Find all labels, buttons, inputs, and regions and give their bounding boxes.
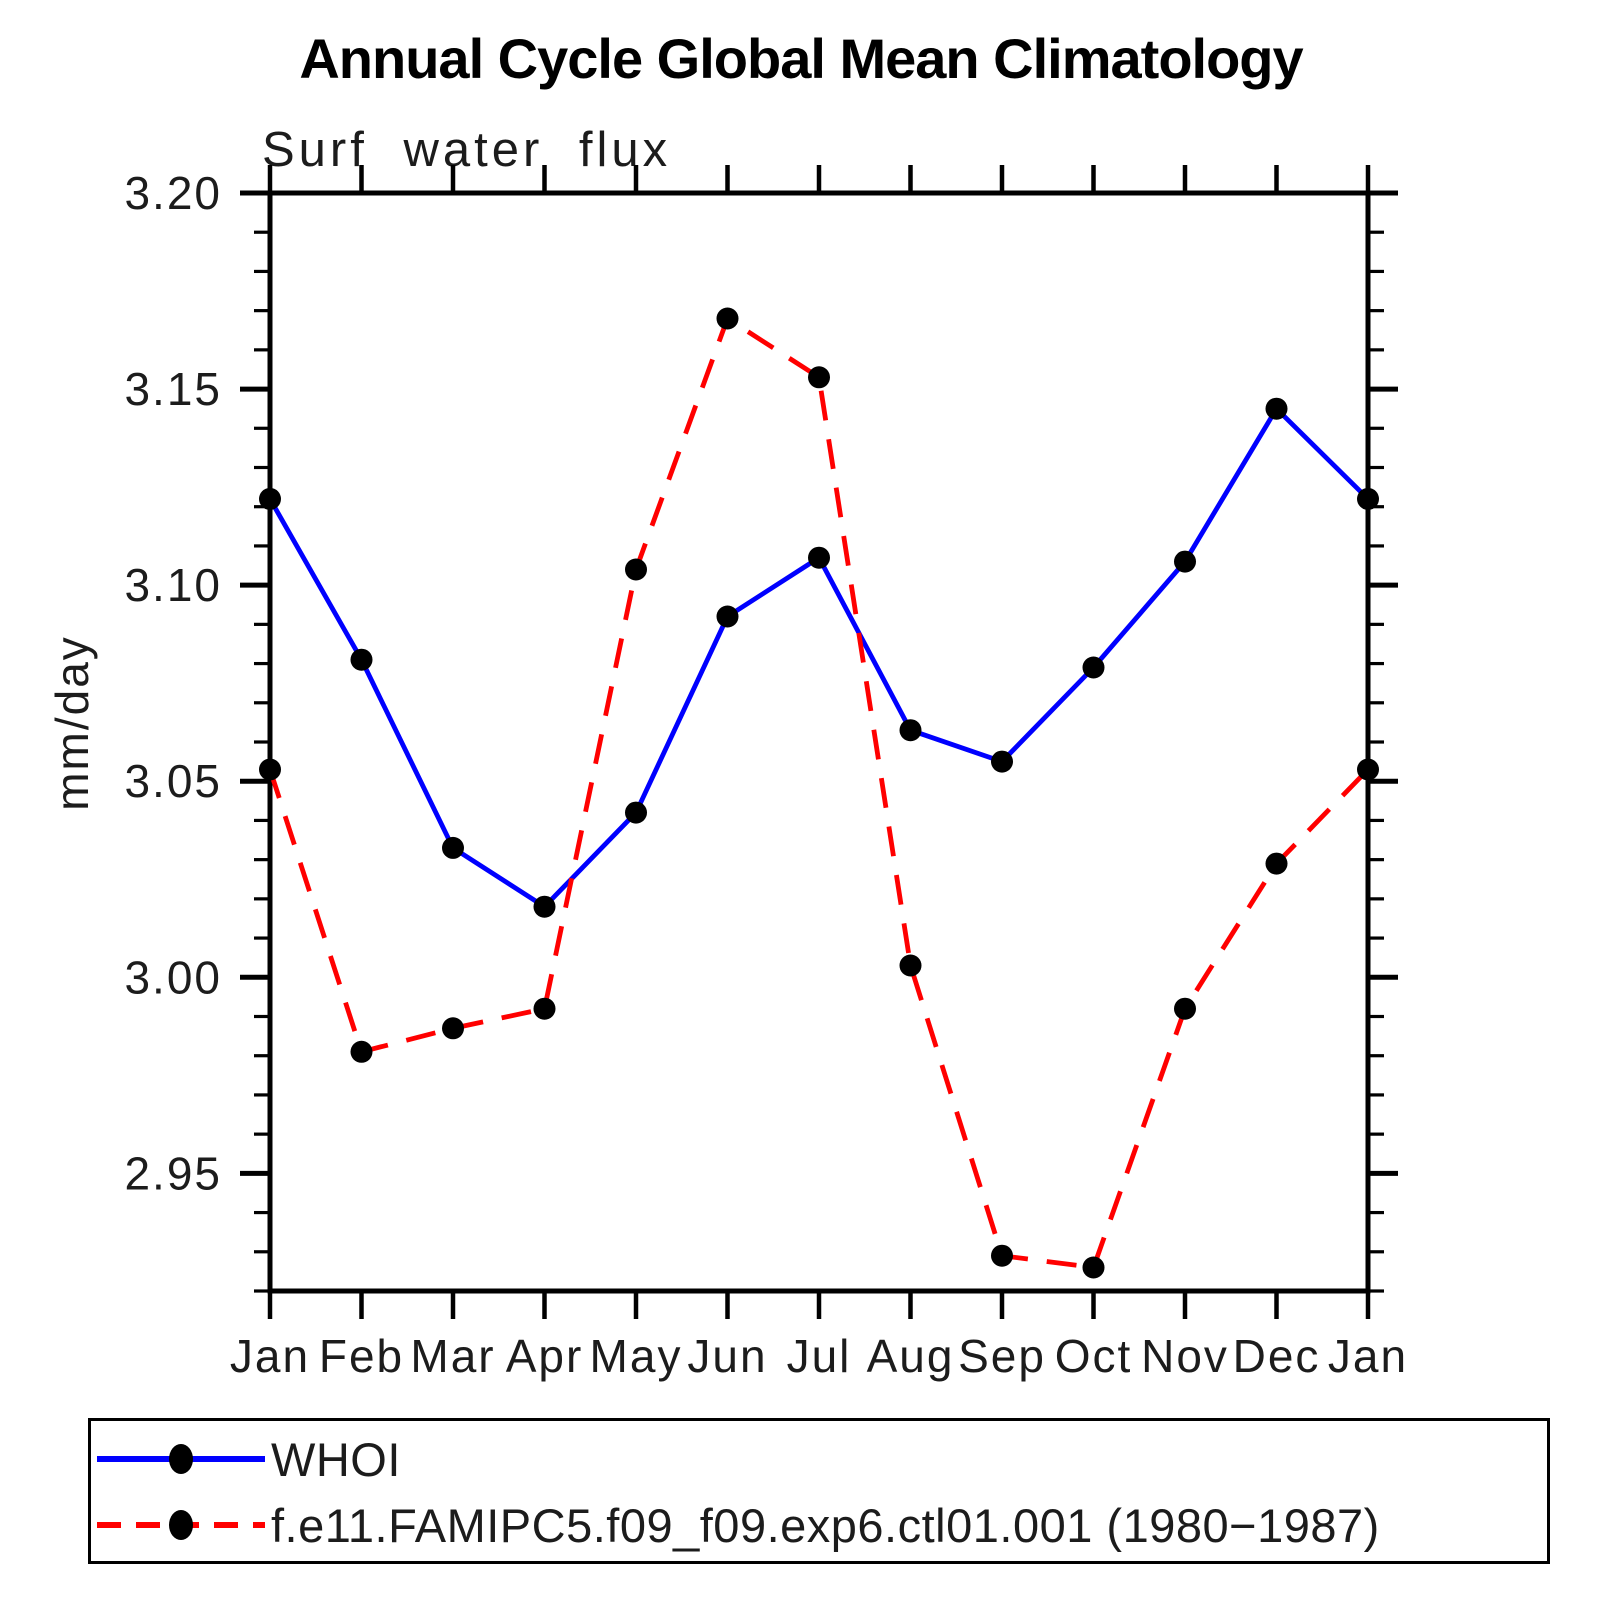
x-tick-label: Oct: [1055, 1330, 1133, 1382]
y-tick-label: 3.00: [124, 951, 222, 1003]
x-tick-label: Aug: [867, 1330, 955, 1382]
data-point-marker: [991, 1244, 1013, 1267]
data-point-marker: [716, 307, 739, 330]
x-tick-label: Jan: [1328, 1330, 1408, 1382]
data-point-marker: [899, 719, 922, 742]
data-point-marker: [808, 546, 830, 569]
series-line-0: [267, 406, 1370, 910]
data-point-marker: [350, 648, 373, 671]
legend-label-whoi: WHOI: [271, 1432, 401, 1486]
data-point-marker: [625, 558, 647, 581]
data-point-marker: [991, 750, 1013, 773]
x-tick-label: Feb: [319, 1330, 404, 1382]
x-tick-label: Jul: [787, 1330, 852, 1382]
x-tick-label: Apr: [506, 1330, 584, 1382]
x-tick-label: May: [590, 1330, 683, 1382]
series-layer: [259, 307, 1379, 1279]
axes-layer: Jan Feb Mar Apr May Jun Jul Aug Sep Oct Nov Dec Jan3…: [124, 165, 1408, 1382]
y-tick-label: 3.05: [124, 755, 222, 807]
chart-subtitle: Surf water flux: [262, 123, 672, 177]
x-tick-label: Jun: [687, 1330, 767, 1382]
y-tick-label: 2.95: [124, 1147, 222, 1199]
data-point-marker: [1174, 997, 1196, 1020]
data-point-marker: [625, 801, 647, 824]
legend-entry-whoi: WHOI: [95, 1432, 401, 1486]
chart-title: Annual Cycle Global Mean Climatology: [299, 27, 1303, 90]
data-point-marker: [533, 997, 556, 1020]
legend-sample-dashed-line: [97, 1510, 265, 1540]
data-point-marker: [350, 1040, 373, 1063]
x-tick-label: Nov: [1141, 1330, 1229, 1382]
legend-entry-model: f.e11.FAMIPC5.f09_f09.exp6.ctl01.001 (19…: [95, 1498, 1380, 1552]
data-point-marker: [533, 895, 556, 918]
legend-box: WHOI f.e11.FAMIPC5.f09_f09.exp6.ctl01.00…: [88, 1418, 1550, 1564]
x-tick-label: Sep: [958, 1330, 1046, 1382]
data-point-marker: [808, 366, 830, 389]
series-line-1: [267, 316, 1370, 1270]
x-tick-label: Mar: [410, 1330, 495, 1382]
legend-marker-dot: [169, 1444, 193, 1474]
legend-marker-dot: [169, 1510, 193, 1540]
legend-sample-solid-line: [97, 1444, 265, 1474]
data-point-marker: [259, 487, 281, 510]
data-point-marker: [1082, 656, 1105, 679]
legend-label-model: f.e11.FAMIPC5.f09_f09.exp6.ctl01.001 (19…: [271, 1498, 1380, 1552]
data-point-marker: [259, 758, 281, 781]
x-tick-label: Dec: [1233, 1330, 1321, 1382]
data-point-marker: [442, 836, 464, 859]
x-tick-label: Jan: [230, 1330, 310, 1382]
data-point-marker: [1174, 550, 1196, 573]
data-point-marker: [442, 1017, 464, 1040]
data-point-marker: [899, 954, 922, 977]
y-tick-label: 3.15: [124, 363, 222, 415]
data-point-marker: [1357, 487, 1379, 510]
data-point-marker: [1265, 397, 1288, 420]
data-point-marker: [716, 605, 739, 628]
data-point-marker: [1082, 1256, 1105, 1279]
data-point-marker: [1265, 852, 1288, 875]
y-tick-label: 3.20: [124, 167, 222, 219]
data-point-marker: [1357, 758, 1379, 781]
plot-frame: [267, 190, 1371, 1294]
y-tick-label: 3.10: [124, 559, 222, 611]
